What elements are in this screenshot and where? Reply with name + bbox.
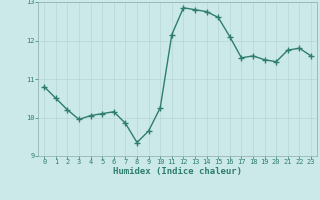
X-axis label: Humidex (Indice chaleur): Humidex (Indice chaleur)	[113, 167, 242, 176]
